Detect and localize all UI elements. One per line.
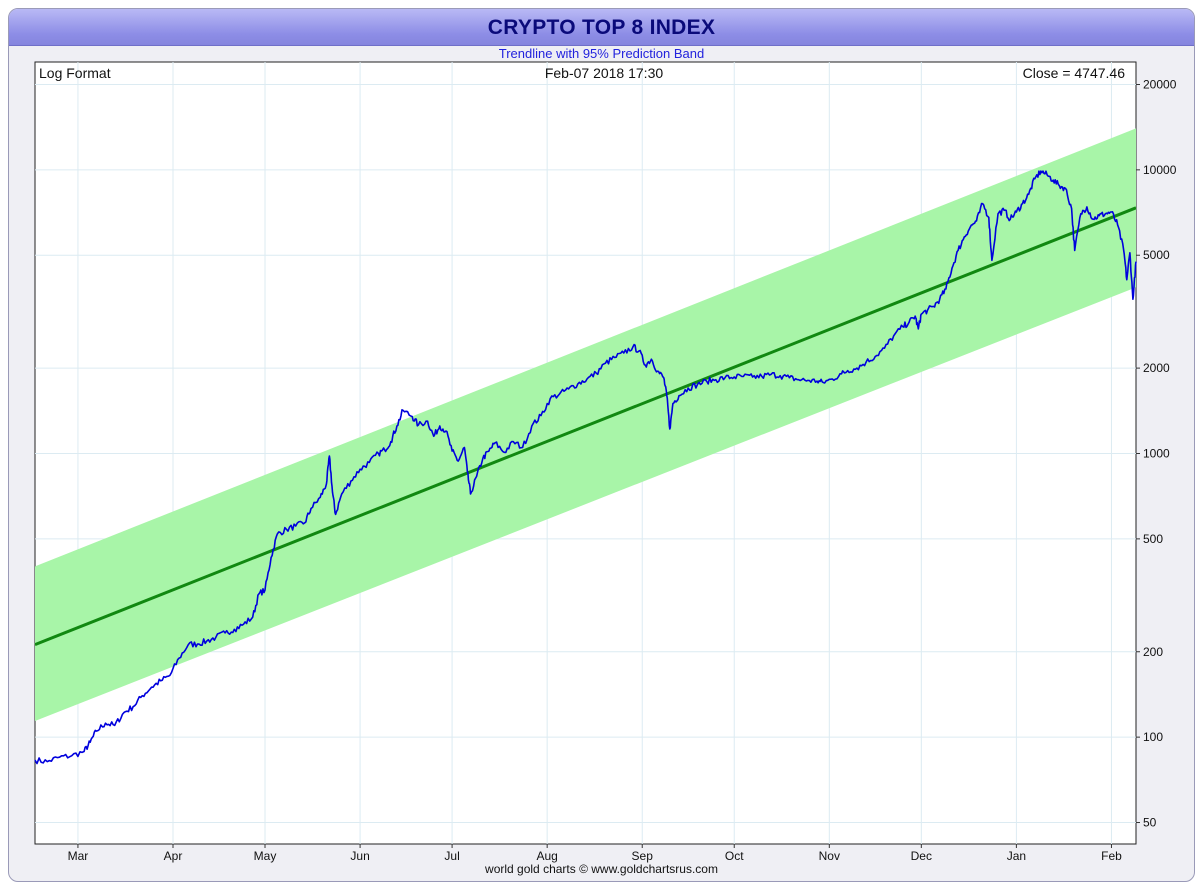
y-tick-label: 50 (1143, 816, 1157, 830)
x-tick-label: Feb (1101, 849, 1122, 863)
annotation-close: Close = 4747.46 (1023, 65, 1126, 81)
y-tick-label: 2000 (1143, 361, 1170, 375)
x-tick-label: Jan (1007, 849, 1026, 863)
x-tick-label: Mar (68, 849, 89, 863)
chart-subtitle: Trendline with 95% Prediction Band (498, 46, 705, 61)
x-tick-label: Jun (350, 849, 369, 863)
x-tick-label: Oct (725, 849, 744, 863)
index-line (34, 170, 1137, 765)
axis-layer: Mar Apr May Jun Jul Aug Sep Oct Nov Dec Jan Feb 50 10… (68, 77, 1177, 863)
y-tick-label: 20000 (1143, 77, 1177, 91)
y-tick-label: 200 (1143, 645, 1163, 659)
x-tick-label: Sep (632, 849, 654, 863)
annotation-log-format: Log Format (39, 65, 111, 81)
chart-window: CRYPTO TOP 8 INDEX Trendline with 95% Pr… (8, 8, 1195, 882)
y-tick-label: 1000 (1143, 446, 1170, 460)
trend-layer (34, 206, 1137, 646)
chart-canvas: Mar Apr May Jun Jul Aug Sep Oct Nov Dec Jan Feb 50 10… (34, 61, 1177, 863)
annotation-timestamp: Feb-07 2018 17:30 (545, 65, 664, 81)
footer-credit: world gold charts © www.goldchartsrus.co… (485, 862, 718, 876)
x-tick-label: Jul (444, 849, 459, 863)
x-tick-label: Nov (819, 849, 840, 863)
x-tick-label: Apr (164, 849, 183, 863)
chart-title: CRYPTO TOP 8 INDEX (487, 16, 716, 39)
y-tick-label: 500 (1143, 532, 1163, 546)
y-tick-label: 10000 (1143, 163, 1177, 177)
trendline (34, 206, 1137, 646)
x-tick-label: May (254, 849, 277, 863)
y-tick-label: 100 (1143, 730, 1163, 744)
x-tick-label: Dec (911, 849, 932, 863)
x-tick-label: Aug (536, 849, 557, 863)
title-bar: CRYPTO TOP 8 INDEX (9, 9, 1194, 46)
series-layer (34, 170, 1137, 765)
y-tick-label: 5000 (1143, 248, 1170, 262)
